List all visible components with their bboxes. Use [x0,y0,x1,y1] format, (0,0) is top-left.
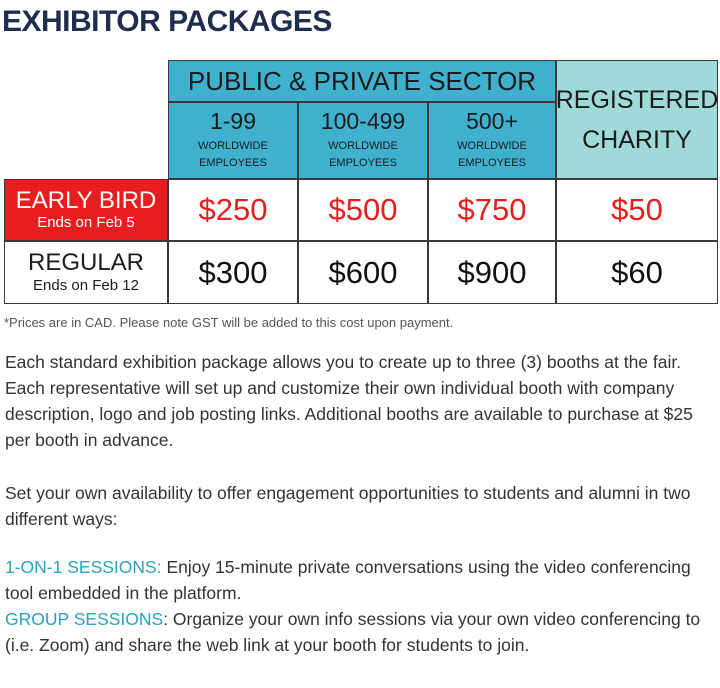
price-early-bird-100-499: $500 [328,192,398,227]
group-sessions-text: : Organize your own info sessions via yo… [5,609,701,655]
one-on-one-sessions: 1-ON-1 SESSIONS: Enjoy 15-minute private… [5,554,717,606]
price-cell: $60 [556,241,718,304]
column-header-500-plus: 500+ WORLDWIDE EMPLOYEES [428,102,556,179]
column-sub: WORLDWIDE EMPLOYEES [328,140,398,170]
early-bird-label: EARLY BIRD [15,186,157,214]
price-early-bird-500-plus: $750 [457,192,527,227]
column-size: 500+ [466,107,518,134]
group-sessions: GROUP SESSIONS: Organize your own info s… [5,606,717,658]
availability-intro: Set your own availability to offer engag… [5,483,691,529]
price-early-bird-charity: $50 [611,192,663,227]
row-label-early-bird: EARLY BIRD Ends on Feb 5 [4,179,168,241]
package-description: Each standard exhibition package allows … [5,352,693,450]
price-regular-charity: $60 [611,254,663,290]
price-cell: $900 [428,241,556,304]
column-size: 1-99 [209,107,257,134]
price-cell: $300 [168,241,298,304]
price-early-bird-1-99: $250 [198,192,268,227]
price-cell: $600 [298,241,428,304]
column-sub: WORLDWIDE EMPLOYEES [198,140,268,170]
group-sessions-label: GROUP SESSIONS [5,609,164,629]
one-on-one-label: 1-ON-1 SESSIONS: [5,557,162,577]
public-sector-header: PUBLIC & PRIVATE SECTOR [168,60,556,102]
early-bird-sub: Ends on Feb 5 [37,214,135,232]
public-sector-header-label: PUBLIC & PRIVATE SECTOR [187,65,537,96]
price-cell: $750 [428,179,556,241]
price-regular-100-499: $600 [328,254,398,290]
page-title: EXHIBITOR PACKAGES [2,5,332,38]
regular-label: REGULAR [27,249,145,277]
price-cell: $250 [168,179,298,241]
regular-sub: Ends on Feb 12 [33,276,139,294]
price-cell: $50 [556,179,718,241]
charity-header-line2: CHARITY [582,125,692,154]
column-sub: WORLDWIDE EMPLOYEES [457,140,527,170]
price-regular-500-plus: $900 [457,254,527,290]
price-regular-1-99: $300 [198,254,268,290]
charity-header-line1: REGISTERED [555,85,719,114]
one-on-one-text: Enjoy 15-minute private conversations us… [5,557,691,603]
charity-header: REGISTERED CHARITY [556,60,718,179]
row-label-regular: REGULAR Ends on Feb 12 [4,241,168,304]
column-header-100-499: 100-499 WORLDWIDE EMPLOYEES [298,102,428,179]
price-note: *Prices are in CAD. Please note GST will… [4,315,454,330]
price-cell: $500 [298,179,428,241]
column-size: 100-499 [320,107,406,134]
column-header-1-99: 1-99 WORLDWIDE EMPLOYEES [168,102,298,179]
